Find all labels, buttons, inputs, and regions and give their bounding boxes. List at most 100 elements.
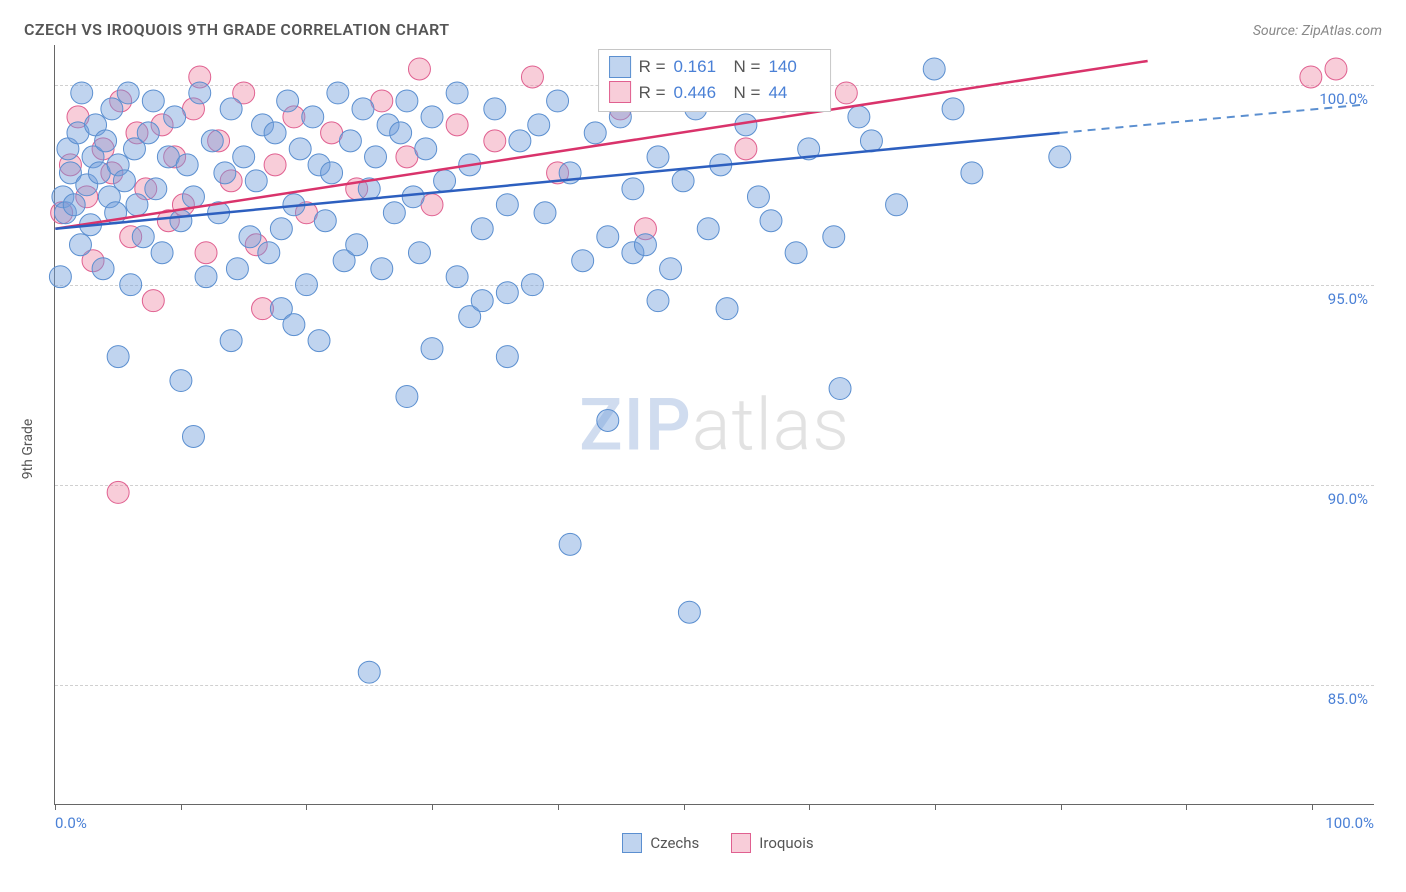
x-tick [684,804,685,810]
n-label: N = [734,54,761,80]
series-legend: Czechs Iroquois [54,833,1382,853]
czechs-point [214,162,236,184]
plot-wrap: 9th Grade ZIPatlas R = 0.161 N = 140 R =… [54,45,1382,853]
czechs-point [289,138,311,160]
czechs-point [716,298,738,320]
czechs-point [358,661,380,683]
legend-label-czechs: Czechs [650,834,699,852]
n-label: N = [734,80,761,106]
iroquois-point [408,58,430,80]
chart-container: CZECH VS IROQUOIS 9TH GRADE CORRELATION … [0,0,1406,892]
czechs-point [942,98,964,120]
czechs-point [327,82,349,104]
czechs-point [390,122,412,144]
czechs-point [597,226,619,248]
czechs-point [95,130,117,152]
czechs-point [220,98,242,120]
iroquois-point [264,154,286,176]
czechs-point [823,226,845,248]
czechs-point [126,194,148,216]
iroquois-point [1325,58,1347,80]
czechs-point [408,242,430,264]
czechs-point [434,170,456,192]
czechs-point [785,242,807,264]
legend-item-czechs: Czechs [622,833,699,853]
czechs-point [220,330,242,352]
czechs-point [886,194,908,216]
iroquois-point [521,66,543,88]
czechs-point [132,226,154,248]
czechs-point [547,90,569,112]
czechs-point [352,98,374,120]
y-tick-label: 100.0% [1319,90,1368,108]
czechs-point [961,162,983,184]
iroquois-r-value: 0.446 [674,80,726,106]
x-tick [1061,804,1062,810]
czechs-point [572,250,594,272]
czechs-point [678,601,700,623]
y-tick-label: 95.0% [1328,290,1368,308]
czechs-point [647,146,669,168]
czechs-point [71,82,93,104]
scatter-svg [55,45,1374,804]
y-tick-label: 85.0% [1328,690,1368,708]
czechs-point [295,274,317,296]
iroquois-point [195,242,217,264]
x-tick [1312,804,1313,810]
swatch-iroquois-icon [609,81,631,103]
iroquois-n-value: 44 [768,80,820,106]
czechs-point [396,90,418,112]
czechs-point [201,130,223,152]
czechs-point [559,533,581,555]
czechs-r-value: 0.161 [674,54,726,80]
czechs-point [314,210,336,232]
czechs-point [496,346,518,368]
czechs-point [164,106,186,128]
x-tick [306,804,307,810]
czechs-point [697,218,719,240]
czechs-point [672,170,694,192]
x-tick [558,804,559,810]
czechs-point [484,98,506,120]
czechs-point [534,202,556,224]
czechs-point [339,130,361,152]
czechs-point [233,146,255,168]
czechs-point [258,242,280,264]
iroquois-point [107,481,129,503]
czechs-point [308,330,330,352]
czechs-point [101,98,123,120]
iroquois-point [735,138,757,160]
czechs-point [117,82,139,104]
czechs-point [182,186,204,208]
czechs-point [182,425,204,447]
czechs-point [647,290,669,312]
czechs-point [521,274,543,296]
czechs-point [176,154,198,176]
stats-row-iroquois: R = 0.446 N = 44 [609,80,821,106]
y-tick-label: 90.0% [1328,490,1368,508]
czechs-point [402,186,424,208]
x-tick [55,804,56,810]
x-tick [181,804,182,810]
czechs-point [760,210,782,232]
stats-legend: R = 0.161 N = 140 R = 0.446 N = 44 [598,49,832,112]
czechs-point [415,138,437,160]
czechs-point [63,194,85,216]
czechs-point [471,218,493,240]
scatter-plot: ZIPatlas R = 0.161 N = 140 R = 0.446 N =… [54,45,1374,805]
swatch-iroquois-icon [731,833,751,853]
x-tick-right: 100.0% [1325,814,1374,832]
czechs-point [496,194,518,216]
czechs-point [371,258,393,280]
czechs-point [264,122,286,144]
x-tick-left: 0.0% [55,814,87,832]
czechs-point [170,210,192,232]
czechs-point [92,258,114,280]
stats-row-czechs: R = 0.161 N = 140 [609,54,821,80]
czechs-point [446,82,468,104]
czechs-point [226,258,248,280]
czechs-point [346,234,368,256]
czechs-point [421,106,443,128]
legend-label-iroquois: Iroquois [759,834,813,852]
czechs-point [660,258,682,280]
